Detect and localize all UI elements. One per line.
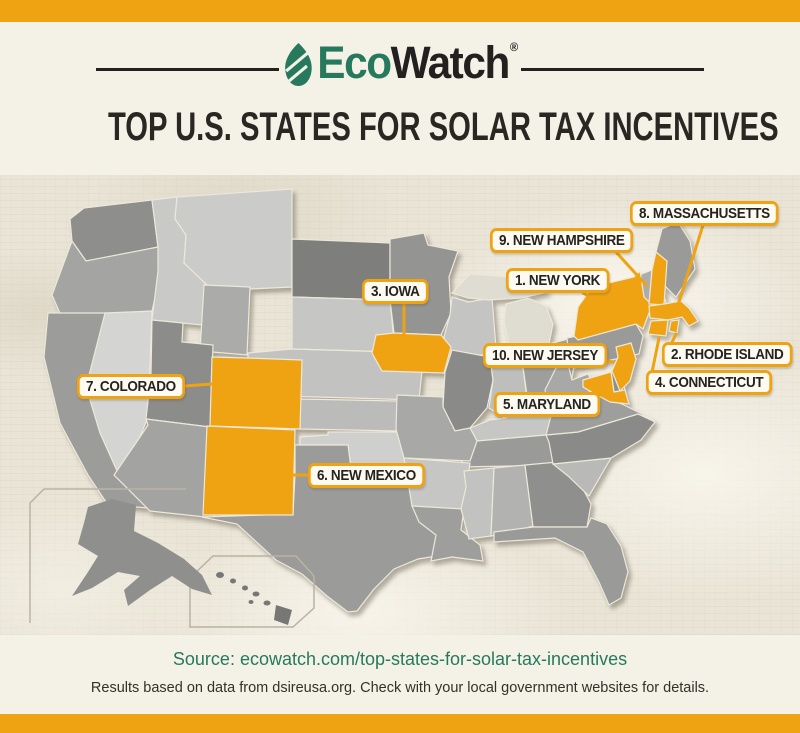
leader-new-york [581, 291, 603, 305]
state-wyoming [199, 284, 251, 356]
label-new-mexico: 6. NEW MEXICO [308, 463, 425, 488]
state-rhode-island [668, 319, 680, 334]
state-new-mexico [202, 425, 296, 516]
label-new-hampshire: 9. NEW HAMPSHIRE [490, 228, 634, 253]
state-alaska [72, 499, 212, 606]
header: EcoWatch ® TOP U.S. STATES FOR SOLAR TAX… [0, 22, 800, 175]
ecowatch-logo: EcoWatch ® [282, 37, 519, 88]
header-rule-right [521, 68, 704, 71]
state-florida [493, 517, 629, 606]
leader-colorado [183, 382, 214, 388]
state-massachusetts [648, 300, 699, 327]
state-louisiana [411, 505, 484, 562]
state-colorado [209, 356, 303, 430]
label-maryland: 5. MARYLAND [494, 392, 600, 417]
label-colorado: 7. COLORADO [77, 374, 185, 399]
state-iowa [371, 332, 452, 374]
header-rule-left [96, 68, 279, 71]
label-iowa: 3. IOWA [362, 279, 429, 304]
top-accent-bar [0, 0, 800, 22]
alaska-inset-outline [29, 488, 186, 623]
label-new-york: 1. NEW YORK [506, 268, 610, 293]
registered-mark: ® [509, 40, 519, 54]
us-map [29, 188, 706, 628]
ecowatch-leaf-icon [285, 43, 312, 86]
label-connecticut: 4. CONNECTICUT [646, 370, 773, 395]
map-panel: 8. MASSACHUSETTS 9. NEW HAMPSHIRE 1. NEW… [0, 175, 800, 635]
state-connecticut [647, 319, 669, 337]
state-new-hampshire [648, 250, 668, 306]
footer: Source: ecowatch.com/top-states-for-sola… [0, 635, 800, 714]
state-missouri [395, 394, 478, 462]
leader-massachusetts [676, 220, 706, 307]
state-michigan [503, 297, 554, 349]
logo-row: EcoWatch ® [0, 38, 800, 88]
state-hawaii [216, 572, 292, 625]
state-mississippi [460, 467, 495, 540]
leader-new-hampshire [614, 250, 648, 287]
label-new-jersey: 10. NEW JERSEY [483, 343, 608, 368]
label-massachusetts: 8. MASSACHUSETTS [630, 201, 779, 226]
logo-text-eco: Eco [317, 37, 392, 88]
infographic-title: TOP U.S. STATES FOR SOLAR TAX INCENTIVES [108, 105, 779, 149]
label-rhode-island: 2. RHODE ISLAND [662, 342, 793, 367]
state-new-jersey [611, 342, 637, 393]
disclaimer-line: Results based on data from dsireusa.org.… [90, 680, 710, 696]
source-line: Source: ecowatch.com/top-states-for-sola… [172, 649, 628, 669]
logo-text-watch: Watch [390, 37, 511, 88]
bottom-accent-bar [0, 714, 800, 733]
state-maryland [582, 371, 630, 405]
logo-text: EcoWatch [317, 37, 511, 88]
